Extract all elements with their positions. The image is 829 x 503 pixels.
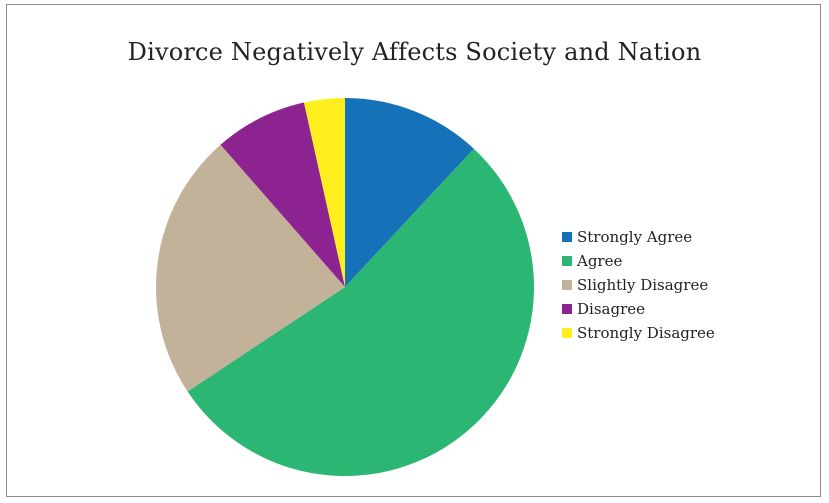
legend-swatch — [562, 232, 572, 242]
pie-slice-slightly-disagree — [156, 144, 345, 392]
legend-swatch — [562, 280, 572, 290]
pie-slice-strongly-disagree — [303, 98, 345, 287]
legend-item-strongly-disagree: Strongly Disagree — [562, 321, 715, 345]
legend-label: Disagree — [577, 300, 645, 318]
pie-slice-agree — [187, 148, 535, 477]
legend-item-disagree: Disagree — [562, 297, 715, 321]
chart-title: Divorce Negatively Affects Society and N… — [127, 38, 702, 66]
legend-swatch — [562, 256, 572, 266]
legend-item-strongly-agree: Strongly Agree — [562, 225, 715, 249]
legend-swatch — [562, 328, 572, 338]
legend-label: Slightly Disagree — [577, 276, 709, 294]
chart-legend: Strongly Agree Agree Slightly Disagree D… — [562, 225, 715, 345]
pie-slice-strongly-agree — [345, 98, 474, 287]
pie-slices — [156, 98, 535, 477]
legend-item-agree: Agree — [562, 249, 715, 273]
legend-label: Strongly Disagree — [577, 324, 715, 342]
legend-label: Strongly Agree — [577, 228, 693, 246]
pie-slice-disagree — [220, 102, 345, 287]
legend-label: Agree — [577, 252, 623, 270]
legend-swatch — [562, 304, 572, 314]
legend-item-slightly-disagree: Slightly Disagree — [562, 273, 715, 297]
